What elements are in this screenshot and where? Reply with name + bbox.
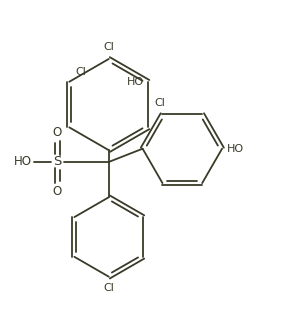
Text: Cl: Cl	[103, 283, 114, 293]
Text: Cl: Cl	[103, 43, 114, 52]
Text: HO: HO	[127, 77, 144, 87]
Text: HO: HO	[227, 144, 244, 154]
Text: O: O	[53, 185, 62, 198]
Text: Cl: Cl	[154, 98, 165, 108]
Text: S: S	[53, 156, 61, 169]
Text: O: O	[53, 126, 62, 139]
Text: Cl: Cl	[76, 67, 87, 77]
Text: HO: HO	[13, 156, 31, 169]
